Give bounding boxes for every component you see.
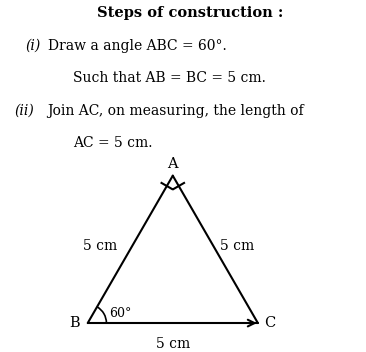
Text: 5 cm: 5 cm [220, 239, 255, 253]
Text: A: A [168, 157, 178, 171]
Text: C: C [264, 316, 275, 330]
Text: (i): (i) [26, 39, 41, 53]
Text: Such that AB = BC = 5 cm.: Such that AB = BC = 5 cm. [73, 71, 266, 85]
Text: Join AC, on measuring, the length of: Join AC, on measuring, the length of [48, 104, 304, 118]
Text: 5 cm: 5 cm [156, 337, 190, 351]
Text: AC = 5 cm.: AC = 5 cm. [73, 136, 153, 150]
Text: 60°: 60° [109, 307, 131, 320]
Text: Draw a angle ABC = 60°.: Draw a angle ABC = 60°. [48, 39, 226, 53]
Text: (ii): (ii) [15, 104, 34, 118]
Text: Steps of construction :: Steps of construction : [97, 6, 284, 20]
Text: 5 cm: 5 cm [83, 239, 117, 253]
Text: B: B [70, 316, 80, 330]
